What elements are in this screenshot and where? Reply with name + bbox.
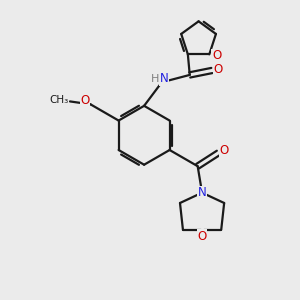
Text: O: O — [212, 49, 221, 62]
Text: N: N — [160, 72, 169, 85]
Text: N: N — [198, 186, 206, 199]
Text: O: O — [213, 62, 222, 76]
Text: O: O — [81, 94, 90, 107]
Text: CH₃: CH₃ — [49, 95, 68, 105]
Text: O: O — [220, 144, 229, 157]
Text: O: O — [197, 230, 207, 243]
Text: H: H — [151, 74, 160, 84]
